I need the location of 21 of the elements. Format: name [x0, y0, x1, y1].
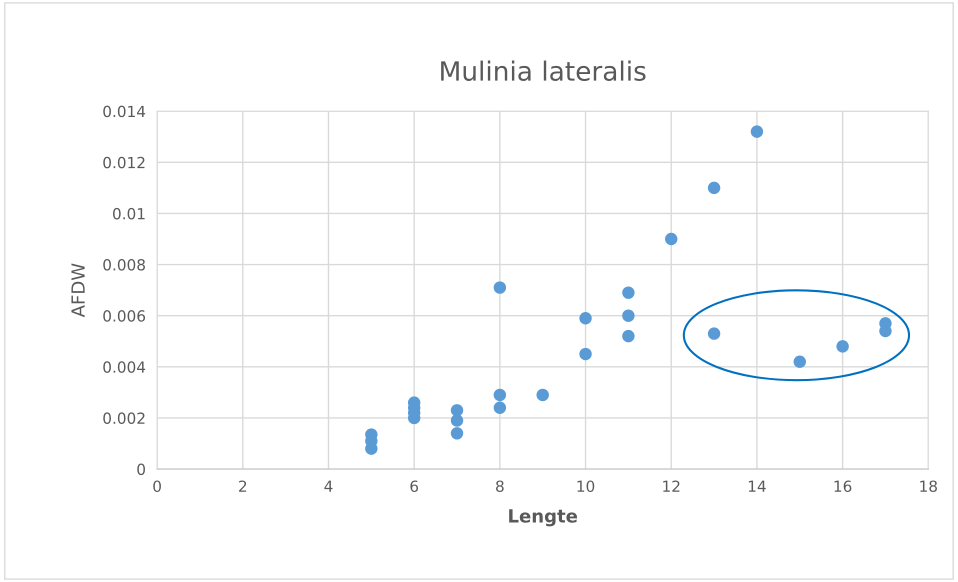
- y-tick-label: 0.002: [103, 412, 144, 424]
- y-tick-label: 0.008: [103, 259, 145, 271]
- x-tick-label: 12: [663, 480, 680, 492]
- x-tick-label: 0: [153, 480, 161, 492]
- x-tick-label: 8: [496, 480, 504, 492]
- x-tick-label: 14: [748, 480, 766, 492]
- x-tick-label: 2: [239, 480, 246, 492]
- y-axis-title: AFDW: [71, 263, 85, 318]
- y-tick-label: 0.006: [103, 310, 146, 322]
- x-tick-label: 4: [324, 480, 332, 492]
- x-tick-label: 6: [410, 480, 418, 492]
- x-axis-title: Lengte: [509, 509, 578, 526]
- y-tick-label: 0.004: [103, 361, 146, 373]
- y-tick-label: 0: [137, 464, 145, 476]
- x-tick-label: 10: [578, 480, 594, 492]
- chart-title: Mulinia lateralis: [441, 60, 646, 81]
- y-tick-label: 0.012: [103, 156, 144, 168]
- x-tick-label: 16: [834, 480, 852, 492]
- y-tick-label: 0.014: [103, 106, 146, 118]
- y-tick-label: 0.01: [112, 208, 145, 220]
- x-tick-label: 18: [920, 480, 937, 492]
